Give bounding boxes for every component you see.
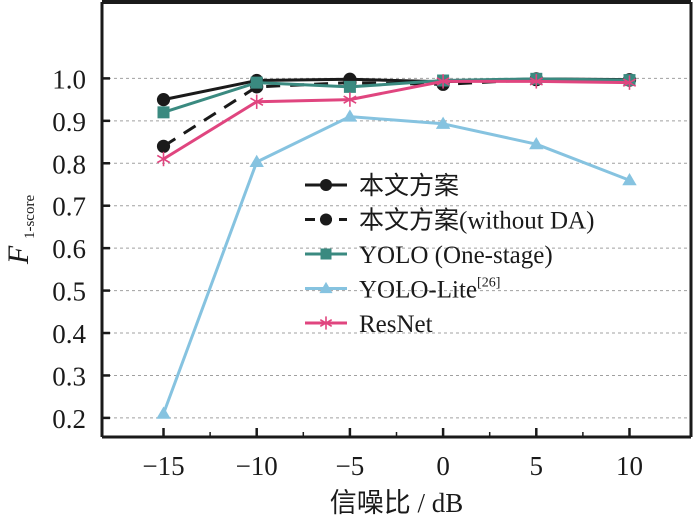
triangle-marker (319, 281, 333, 294)
y-axis-title: F 1-score (2, 195, 38, 266)
y-axis-title-main: F (2, 245, 35, 265)
legend-item-0: 本文方案 (305, 172, 459, 200)
legend-label: ResNet (359, 311, 433, 338)
y-axis-title-sub: 1-score (22, 195, 38, 239)
legend-item-4: ResNet (305, 311, 433, 338)
x-tick-label: 0 (436, 451, 450, 481)
square-marker (343, 80, 356, 93)
asterisk-stroke (156, 154, 171, 164)
triangle-marker (529, 136, 544, 150)
asterisk-stroke (319, 319, 333, 327)
circle-marker (156, 139, 171, 153)
asterisk-marker (529, 74, 543, 89)
series-line (163, 77, 630, 114)
y-tick-label: 1.0 (52, 64, 86, 94)
y-tick-label: 0.3 (52, 361, 86, 391)
x-axis-title: 信噪比 / dB (330, 488, 464, 518)
triangle-marker (342, 109, 358, 122)
legend-label: YOLO (One-stage) (359, 242, 553, 269)
series-3 (156, 109, 637, 419)
legend-item-2: YOLO (One-stage) (305, 242, 553, 269)
legend-label: 本文方案(without DA) (359, 207, 594, 235)
x-tick-label: 10 (616, 451, 643, 481)
y-tick-label: 0.5 (52, 277, 86, 307)
y-tick-label: 0.4 (52, 319, 86, 349)
legend-label: YOLO-Lite[26] (359, 276, 500, 304)
circle-marker (319, 178, 333, 192)
x-tick-label: −10 (236, 451, 278, 481)
y-tick-label: 0.8 (52, 149, 86, 179)
series-line (162, 115, 631, 415)
asterisk-marker (156, 151, 171, 167)
asterisk-stroke (622, 78, 637, 87)
y-tick-label: 0.6 (52, 234, 86, 264)
triangle-marker (435, 116, 451, 129)
asterisk-marker (436, 74, 450, 89)
series-4 (156, 74, 637, 167)
x-tick-label: −5 (336, 451, 365, 481)
series-layer (156, 72, 637, 419)
asterisk-stroke (436, 77, 450, 86)
y-tick-label: 0.7 (52, 192, 86, 222)
asterisk-stroke (250, 97, 264, 107)
axes: 0.2 0.3 0.4 0.5 0.6 0.7 0.8 0.9 1.0 −15 −10 −5 0 5 10 (52, 0, 693, 481)
triangle-marker (156, 406, 171, 419)
triangle-marker (249, 154, 264, 168)
circle-marker (319, 213, 333, 226)
series-line (162, 79, 630, 161)
x-tick-label: −15 (142, 451, 184, 481)
asterisk-stroke (343, 95, 357, 104)
y-tick-label: 0.2 (52, 404, 86, 434)
triangle-marker (622, 173, 637, 186)
asterisk-stroke (529, 77, 543, 86)
legend-item-1: 本文方案(without DA) (305, 207, 594, 235)
circle-marker (156, 93, 171, 107)
legend-label-superscript: [26] (477, 276, 500, 291)
asterisk-marker (622, 75, 637, 90)
legend-label: 本文方案 (359, 172, 459, 200)
asterisk-marker (250, 94, 264, 109)
square-marker (250, 76, 263, 89)
y-tick-label: 0.9 (52, 107, 86, 137)
asterisk-marker (319, 316, 333, 330)
square-marker (157, 106, 170, 119)
legend-item-3: YOLO-Lite[26] (305, 276, 500, 304)
x-tick-label: 5 (530, 451, 544, 481)
asterisk-marker (343, 92, 357, 107)
square-marker (320, 248, 332, 260)
